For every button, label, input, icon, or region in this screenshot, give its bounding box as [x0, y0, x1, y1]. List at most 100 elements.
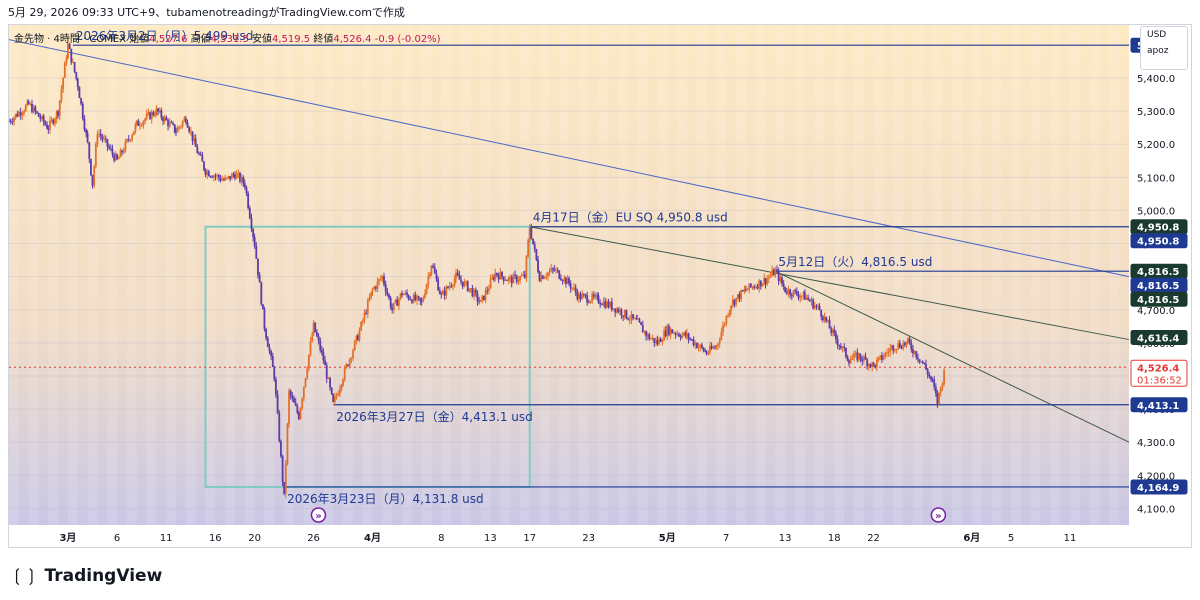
price-level-tag	[1130, 329, 1188, 345]
candle-body	[109, 148, 112, 149]
candle-body	[116, 154, 118, 160]
candle-body	[904, 342, 906, 345]
candle-body	[497, 275, 500, 280]
candle-body	[180, 125, 182, 127]
candle-body	[823, 316, 826, 321]
candle-body	[248, 207, 251, 219]
price-chart[interactable]: 2026年3月2日（月）5,499 usd 4月17日（金）EU SQ 4,950…	[9, 25, 1192, 548]
candle-body	[430, 265, 433, 274]
candle-body	[230, 174, 233, 180]
candle-body	[618, 309, 621, 313]
candle-body	[767, 277, 770, 279]
candle-body	[445, 286, 448, 296]
chart-frame[interactable]: 2026年3月2日（月）5,499 usd 4月17日（金）EU SQ 4,950…	[8, 24, 1192, 548]
candle-body	[73, 62, 76, 73]
candle-body	[799, 296, 802, 298]
candle-body	[651, 338, 654, 339]
candle-body	[78, 87, 81, 99]
candle-body	[501, 271, 503, 277]
candle-body	[216, 175, 219, 177]
candle-body	[170, 122, 173, 124]
candle-body	[163, 117, 166, 122]
session-stripe	[893, 25, 904, 525]
footer-brand[interactable]: ❲❳ TradingView	[10, 566, 162, 586]
candle-body	[502, 276, 505, 281]
candle-body	[587, 302, 590, 304]
candle-body	[60, 89, 63, 101]
candle-body	[609, 301, 612, 308]
candle-body	[785, 292, 788, 294]
candle-body	[679, 336, 682, 338]
candle-body	[452, 285, 454, 287]
candle-body	[696, 343, 698, 349]
candle-body	[794, 290, 797, 291]
candle-body	[836, 339, 839, 345]
candle-body	[905, 341, 908, 345]
candle-body	[751, 286, 754, 288]
candle-body	[196, 146, 199, 154]
open-value: 4,527.6	[149, 34, 188, 45]
candle-body	[263, 309, 266, 329]
candle-body	[797, 294, 800, 298]
candle-body	[19, 112, 22, 116]
chart-background	[9, 25, 1129, 525]
session-stripe	[107, 25, 118, 525]
session-stripe	[264, 25, 275, 525]
candle-body	[280, 441, 282, 457]
open-label: 始値	[129, 34, 150, 45]
candle-body	[479, 299, 482, 302]
session-stripe	[539, 25, 550, 525]
candle-body	[869, 364, 872, 368]
candle-body	[627, 318, 630, 320]
candle-body	[209, 176, 212, 177]
candle-body	[913, 351, 916, 354]
candle-body	[881, 355, 883, 360]
candle-body	[893, 350, 896, 351]
candle-body	[802, 291, 805, 296]
candle-body	[718, 339, 721, 344]
candle-body	[389, 298, 392, 308]
candle-body	[833, 329, 836, 333]
candle-body	[663, 330, 666, 341]
candle-body	[204, 169, 207, 175]
candle-body	[198, 153, 200, 155]
session-stripe	[205, 25, 216, 525]
candle-body	[525, 255, 528, 278]
candle-body	[743, 289, 746, 292]
session-stripe	[401, 25, 412, 525]
currency-label[interactable]: USD	[1147, 30, 1167, 40]
candle-body	[512, 274, 515, 284]
candle-body	[678, 333, 680, 337]
candle-body	[225, 177, 228, 179]
candle-body	[314, 322, 317, 333]
session-stripe	[460, 25, 471, 525]
candle-body	[484, 290, 487, 301]
currency-legend[interactable]: USD apoz	[1140, 26, 1188, 70]
candle-body	[86, 133, 89, 143]
candle-body	[692, 339, 695, 346]
candle-body	[602, 301, 605, 306]
candle-body	[134, 124, 137, 132]
candle-body	[176, 127, 179, 133]
candle-body	[443, 290, 446, 296]
candle-body	[309, 341, 312, 355]
candle-body	[586, 295, 589, 303]
candle-body	[286, 423, 289, 464]
candle-body	[548, 271, 551, 273]
candle-body	[674, 333, 677, 335]
candle-body	[460, 279, 462, 282]
candle-body	[820, 309, 823, 317]
candle-body	[203, 161, 205, 170]
candle-body	[121, 150, 123, 153]
session-stripe	[421, 25, 432, 525]
candle-body	[717, 343, 719, 346]
candle-body	[668, 325, 670, 335]
candle-body	[381, 276, 384, 279]
candle-body	[131, 135, 134, 140]
candle-body	[325, 365, 328, 379]
candle-body	[447, 286, 449, 288]
candle-body	[594, 295, 597, 297]
candle-body	[311, 334, 314, 342]
candle-body	[633, 318, 636, 319]
candle-body	[735, 297, 738, 305]
